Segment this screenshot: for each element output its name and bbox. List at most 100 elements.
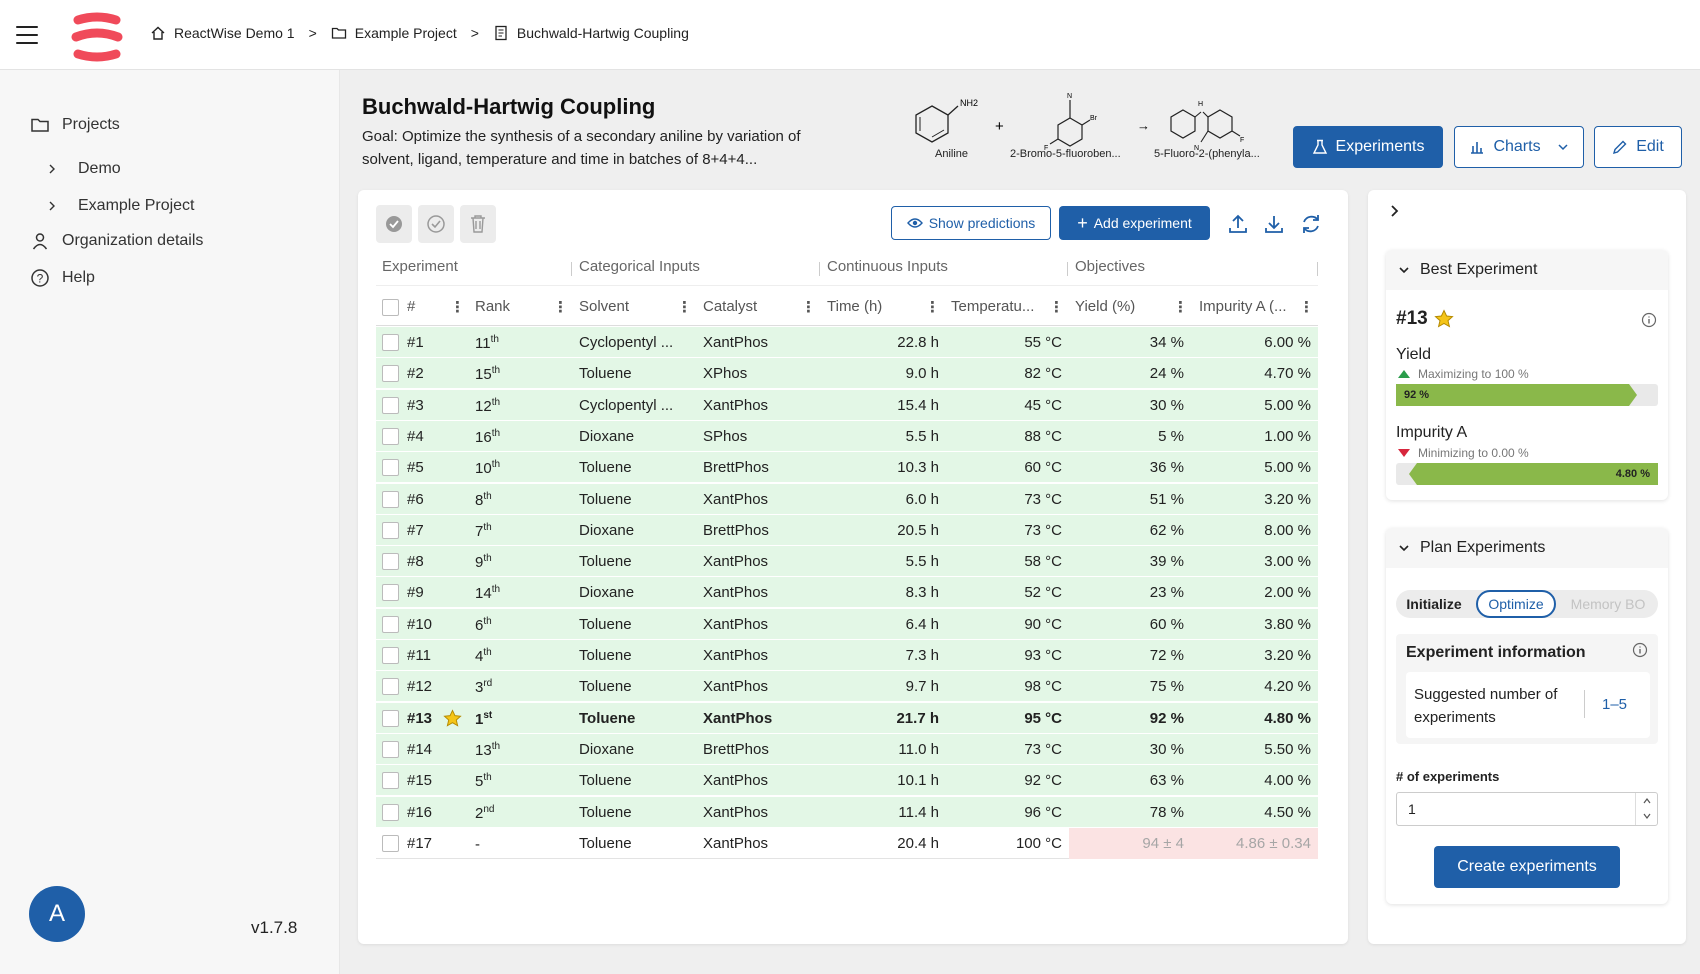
- table-row[interactable]: #5 10th Toluene BrettPhos 10.3 h 60 °C 36 % 5.0…: [376, 452, 1318, 484]
- table-row[interactable]: #13 1st Toluene XantPhos 21.7 h 95 °C 92 % 4.80…: [376, 702, 1318, 734]
- column-menu-icon[interactable]: ⋮: [1299, 299, 1314, 316]
- table-row[interactable]: #7 7th Dioxane BrettPhos 20.5 h 73 °C 62 % 8.00…: [376, 514, 1318, 546]
- column-menu-icon[interactable]: ⋮: [553, 299, 568, 316]
- table-row[interactable]: #10 6th Toluene XantPhos 6.4 h 90 °C 60 % 3.80 …: [376, 608, 1318, 640]
- chevron-down-icon[interactable]: [1642, 812, 1652, 820]
- cell-rank-value: 9: [475, 554, 484, 572]
- row-checkbox[interactable]: [382, 615, 399, 633]
- column-header-rank[interactable]: Rank: [475, 298, 511, 315]
- table-row[interactable]: #12 3rd Toluene XantPhos 9.7 h 98 °C 75 % 4.20 …: [376, 671, 1318, 703]
- column-header-impurity[interactable]: Impurity A (...: [1199, 298, 1287, 315]
- avatar[interactable]: A: [29, 886, 85, 942]
- cell-time: 11.0 h: [898, 740, 939, 758]
- table-row[interactable]: #6 8th Toluene XantPhos 6.0 h 73 °C 51 % 3.20 %: [376, 483, 1318, 515]
- table-row[interactable]: #17 - Toluene XantPhos 20.4 h 100 °C 94 ± 4 4.8…: [376, 827, 1318, 859]
- table-row[interactable]: #9 14th Dioxane XantPhos 8.3 h 52 °C 23 % 2.00 …: [376, 577, 1318, 609]
- row-checkbox[interactable]: [382, 334, 399, 351]
- sidebar-item-projects[interactable]: Projects: [30, 115, 120, 135]
- row-checkbox[interactable]: [382, 740, 399, 758]
- column-menu-icon[interactable]: ⋮: [925, 299, 940, 316]
- breadcrumb-project[interactable]: Example Project: [331, 25, 457, 41]
- column-menu-icon[interactable]: ⋮: [450, 299, 465, 316]
- cell-yield: 39 %: [1149, 553, 1184, 571]
- row-checkbox[interactable]: [382, 647, 399, 664]
- stepper[interactable]: [1635, 793, 1657, 825]
- column-header-solvent[interactable]: Solvent: [579, 298, 630, 315]
- table-row[interactable]: #1 11th Cyclopentyl ... XantPhos 22.8 h 55 °C…: [376, 327, 1318, 358]
- breadcrumb-org[interactable]: ReactWise Demo 1: [150, 25, 295, 41]
- sidebar-item-organization[interactable]: Organization details: [30, 231, 203, 251]
- delete-button[interactable]: [460, 205, 496, 243]
- cell-time: 20.4 h: [897, 834, 939, 852]
- column-header-temperature[interactable]: Temperatu...: [951, 298, 1035, 315]
- table-row[interactable]: #15 5th Toluene XantPhos 10.1 h 92 °C 63 % 4.00…: [376, 765, 1318, 797]
- select-all-checkbox[interactable]: [382, 299, 399, 316]
- column-menu-icon[interactable]: ⋮: [1173, 299, 1188, 316]
- table-row[interactable]: #8 9th Toluene XantPhos 5.5 h 58 °C 39 % 3.00 %: [376, 546, 1318, 578]
- row-checkbox[interactable]: [382, 553, 399, 571]
- num-experiments-input[interactable]: 1: [1396, 792, 1658, 826]
- mark-valid-button[interactable]: [418, 205, 454, 243]
- row-checkbox[interactable]: [382, 584, 399, 602]
- table-row[interactable]: #11 4th Toluene XantPhos 7.3 h 93 °C 72 % 3.20 …: [376, 640, 1318, 671]
- row-checkbox[interactable]: [382, 459, 399, 477]
- tab-initialize[interactable]: Initialize: [1406, 596, 1462, 612]
- chevron-up-icon[interactable]: [1642, 797, 1652, 805]
- row-checkbox[interactable]: [382, 396, 399, 414]
- show-predictions-button[interactable]: Show predictions: [891, 206, 1051, 240]
- cell-catalyst: XantPhos: [703, 396, 769, 414]
- table-row[interactable]: #2 15th Toluene XPhos 9.0 h 82 °C 24 % 4.70 %: [376, 358, 1318, 390]
- plan-experiments-header[interactable]: Plan Experiments: [1386, 528, 1668, 568]
- info-icon[interactable]: [1632, 642, 1648, 658]
- row-checkbox[interactable]: [382, 490, 399, 508]
- menu-icon[interactable]: [16, 26, 38, 44]
- column-menu-icon[interactable]: ⋮: [677, 299, 692, 316]
- molecule-label: 2-Bromo-5-fluoroben...: [1010, 148, 1121, 160]
- row-checkbox[interactable]: [382, 803, 399, 821]
- mark-complete-button[interactable]: [376, 205, 412, 243]
- column-menu-icon[interactable]: ⋮: [801, 299, 816, 316]
- row-checkbox[interactable]: [382, 427, 399, 445]
- column-header-catalyst[interactable]: Catalyst: [703, 298, 758, 315]
- download-icon[interactable]: [1262, 212, 1286, 236]
- reactwise-logo[interactable]: [70, 12, 124, 62]
- cell-rank-suffix: th: [491, 427, 501, 439]
- row-checkbox[interactable]: [382, 521, 399, 539]
- column-header-time[interactable]: Time (h): [827, 298, 883, 315]
- charts-button[interactable]: Charts: [1454, 126, 1584, 168]
- row-checkbox[interactable]: [382, 678, 399, 696]
- user-icon: [32, 233, 48, 250]
- breadcrumb-campaign[interactable]: Buchwald-Hartwig Coupling: [493, 25, 689, 41]
- table-row[interactable]: #4 16th Dioxane SPhos 5.5 h 88 °C 5 % 1.00 %: [376, 420, 1318, 452]
- cell-time: 7.3 h: [905, 647, 939, 664]
- edit-button[interactable]: Edit: [1594, 126, 1682, 168]
- refresh-icon[interactable]: [1299, 212, 1323, 236]
- info-icon[interactable]: [1641, 312, 1657, 328]
- cell-rank: 10th: [475, 459, 500, 477]
- column-menu-icon[interactable]: ⋮: [1049, 299, 1064, 316]
- tab-memory-bo[interactable]: Memory BO: [1570, 596, 1646, 612]
- table-row[interactable]: #14 13th Dioxane BrettPhos 11.0 h 73 °C 30 % 5.…: [376, 733, 1318, 765]
- cell-id: #4: [407, 427, 424, 445]
- sidebar-item-demo[interactable]: Demo: [46, 160, 121, 178]
- sidebar-item-help[interactable]: ? Help: [30, 268, 95, 288]
- row-checkbox[interactable]: [382, 709, 399, 727]
- table-row[interactable]: #3 12th Cyclopentyl ... XantPhos 15.4 h 45 °C…: [376, 389, 1318, 421]
- column-header-number[interactable]: #: [407, 298, 416, 315]
- upload-icon[interactable]: [1226, 212, 1250, 236]
- sidebar-item-example-project[interactable]: Example Project: [46, 197, 195, 215]
- chevron-right-icon[interactable]: [1388, 204, 1402, 218]
- impurity-bar-fill: 4.80 %: [1409, 463, 1658, 485]
- row-checkbox[interactable]: [382, 772, 399, 790]
- row-checkbox[interactable]: [382, 365, 399, 383]
- row-checkbox[interactable]: [382, 834, 399, 852]
- column-header-yield[interactable]: Yield (%): [1075, 298, 1136, 315]
- best-experiment-header[interactable]: Best Experiment: [1386, 250, 1668, 290]
- cell-rank-value: 14: [475, 585, 492, 603]
- tab-optimize[interactable]: Optimize: [1476, 590, 1556, 618]
- create-experiments-button[interactable]: Create experiments: [1434, 846, 1620, 888]
- experiments-button[interactable]: Experiments: [1293, 126, 1443, 168]
- add-experiment-button[interactable]: + Add experiment: [1059, 206, 1210, 240]
- breadcrumb-org-label: ReactWise Demo 1: [174, 25, 295, 41]
- table-row[interactable]: #16 2nd Toluene XantPhos 11.4 h 96 °C 78 % 4.50…: [376, 796, 1318, 828]
